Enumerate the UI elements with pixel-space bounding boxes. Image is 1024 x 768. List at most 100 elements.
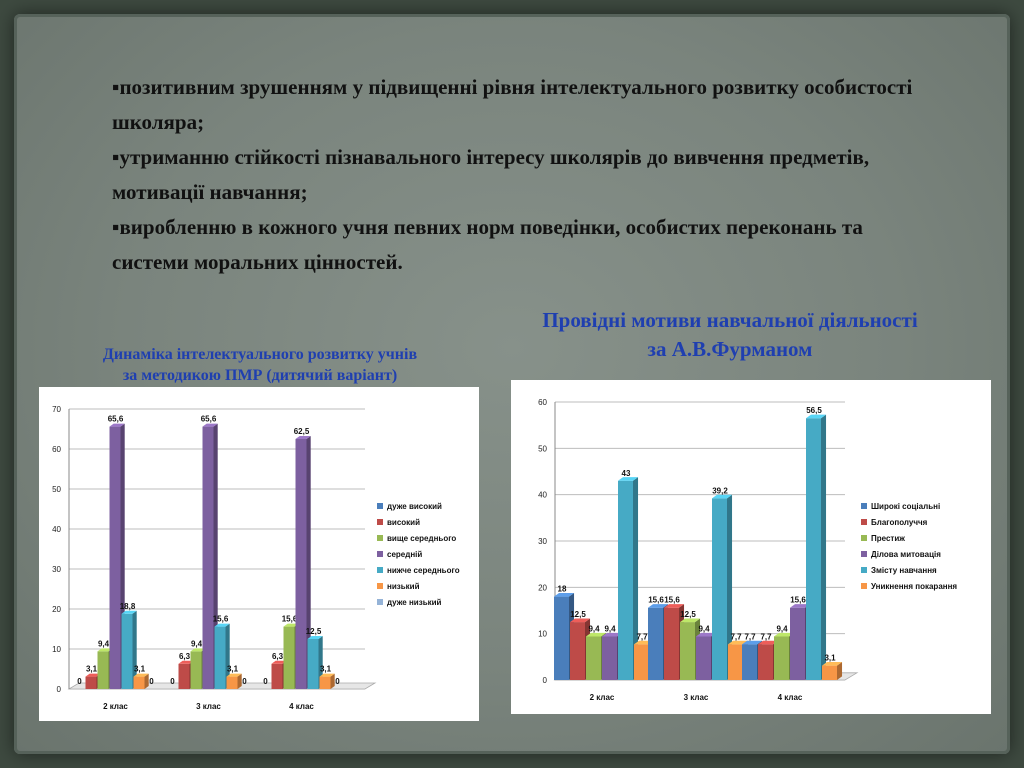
data-label: 65,6 <box>201 415 217 424</box>
bar <box>554 596 569 680</box>
y-tick-label: 50 <box>538 444 547 453</box>
bar-top <box>202 423 218 427</box>
bar-top <box>295 436 311 439</box>
data-label: 15,6 <box>648 596 664 605</box>
bar <box>109 426 121 689</box>
data-label: 6,3 <box>179 652 191 661</box>
legend-label: Уникнення покарання <box>871 582 957 591</box>
legend-label: дуже низький <box>387 598 442 607</box>
bar <box>822 665 837 680</box>
bar <box>618 480 633 680</box>
legend-swatch <box>377 583 383 589</box>
bar-top <box>618 477 639 481</box>
left-chart-caption: Динаміка інтелектуального розвитку учнів… <box>40 344 480 386</box>
legend-swatch <box>377 503 383 509</box>
bar-top <box>109 423 125 427</box>
data-label: 12,5 <box>570 610 586 619</box>
bar-top <box>774 632 795 637</box>
legend-label: Широкі соціальні <box>871 502 940 511</box>
data-label: 6,3 <box>272 652 284 661</box>
bar-top <box>178 660 194 664</box>
legend-swatch <box>377 519 383 525</box>
bar-side <box>633 477 639 680</box>
bar-side <box>727 494 733 680</box>
learning-motives-chart: 0 10 20 30 40 50 60 18 12,5 9,4 9,4 43 7,7 2 клас 15,6… <box>511 380 991 714</box>
legend-label: високий <box>387 518 420 527</box>
right-caption-line: за А.В.Фурманом <box>647 337 813 361</box>
data-label: 9,4 <box>98 639 110 648</box>
data-label: 3,1 <box>86 665 98 674</box>
data-label: 12,5 <box>306 627 322 636</box>
y-tick-label: 40 <box>52 525 61 534</box>
data-label: 18,8 <box>120 602 136 611</box>
bar-top <box>133 673 149 677</box>
bar <box>271 663 283 689</box>
bar-top <box>307 636 323 639</box>
bar-top <box>696 632 717 637</box>
bar <box>307 639 319 689</box>
legend-swatch <box>861 503 867 509</box>
data-label: 7,7 <box>636 632 648 641</box>
data-label: 3,1 <box>824 654 836 663</box>
bar-side <box>330 673 335 689</box>
data-label: 0 <box>170 677 175 686</box>
legend-swatch <box>861 567 867 573</box>
data-label: 9,4 <box>776 624 788 633</box>
bar <box>602 636 617 680</box>
category-label: 3 клас <box>196 702 221 711</box>
legend-label: дуже високий <box>387 502 442 511</box>
data-label: 7,7 <box>730 632 742 641</box>
left-caption-line: Динаміка інтелектуального розвитку учнів <box>102 346 418 363</box>
bar-side <box>837 662 843 680</box>
bar <box>758 644 773 680</box>
data-label: 39,2 <box>712 486 728 495</box>
bar-top <box>602 632 623 637</box>
data-label: 18 <box>558 585 567 594</box>
data-label: 62,5 <box>294 427 310 436</box>
bar-side <box>213 423 218 689</box>
data-label: 12,5 <box>680 610 696 619</box>
legend-swatch <box>861 583 867 589</box>
data-label: 0 <box>77 677 82 686</box>
data-label: 9,4 <box>604 624 616 633</box>
data-label: 3,1 <box>227 665 239 674</box>
legend-swatch <box>377 535 383 541</box>
bar-top <box>790 604 811 608</box>
right-chart-caption: Провідні мотиви навчальної діяльності за… <box>470 306 990 364</box>
bar-top <box>680 618 701 623</box>
data-label: 0 <box>149 677 154 686</box>
bar-side <box>144 673 149 689</box>
data-label: 7,7 <box>744 632 756 641</box>
bar-side <box>237 673 242 689</box>
bar <box>634 644 649 680</box>
legend-label: Благополуччя <box>871 518 928 527</box>
bar-top <box>226 673 242 677</box>
bar <box>202 426 214 689</box>
bar <box>680 622 695 680</box>
data-label: 0 <box>335 677 340 686</box>
bar <box>586 636 601 680</box>
bar <box>664 607 679 680</box>
data-label: 15,6 <box>213 615 229 624</box>
category-label: 2 клас <box>103 702 128 711</box>
bar-top <box>97 648 113 652</box>
data-label: 3,1 <box>320 665 332 674</box>
data-label: 15,6 <box>790 596 806 605</box>
bar <box>85 676 97 689</box>
legend-label: нижче середнього <box>387 566 460 575</box>
data-label: 3,1 <box>134 665 146 674</box>
bar-top <box>283 623 299 627</box>
bar <box>190 651 202 689</box>
legend-swatch <box>861 535 867 541</box>
bar-top <box>742 640 763 645</box>
data-label: 15,6 <box>282 615 298 624</box>
bar <box>774 636 789 680</box>
data-label: 43 <box>622 469 631 478</box>
y-tick-label: 10 <box>538 630 547 639</box>
legend-label: Змісту навчання <box>871 566 937 575</box>
bullet-item: ▪утриманню стійкості пізнавального інтер… <box>112 145 870 204</box>
category-label: 3 клас <box>684 693 709 702</box>
data-label: 9,4 <box>588 624 600 633</box>
bar <box>806 418 821 680</box>
data-label: 7,7 <box>760 632 772 641</box>
